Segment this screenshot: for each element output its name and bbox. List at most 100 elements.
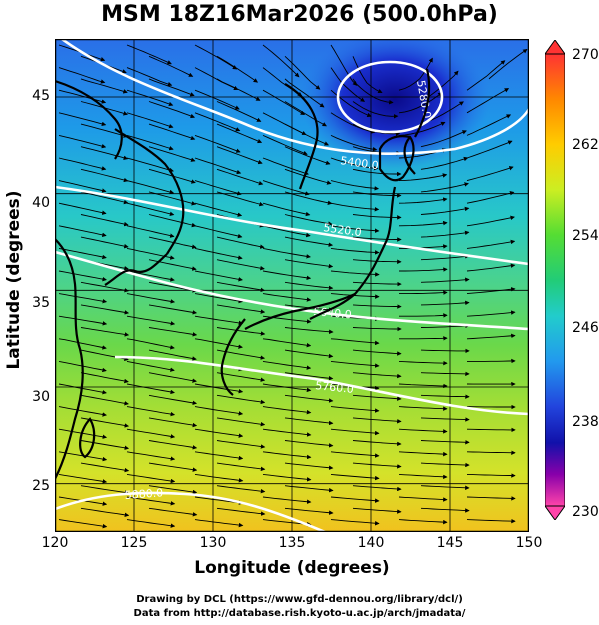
wind-arrow <box>420 462 470 468</box>
wind-arrow <box>58 134 107 149</box>
wind-arrow <box>148 55 194 77</box>
wind-arrow <box>352 462 402 469</box>
wind-arrow <box>466 263 516 272</box>
wind-arrow <box>216 191 264 207</box>
wind-arrow <box>399 313 448 318</box>
lat-lon-grid <box>55 39 529 532</box>
wind-arrow <box>420 485 470 491</box>
wind-arrow <box>262 134 308 156</box>
colorbar-tick-label: 238 <box>572 414 599 430</box>
x-tick-label: 145 <box>436 535 464 551</box>
wind-arrow <box>58 157 107 171</box>
wind-arrow <box>126 338 175 350</box>
wind-arrow <box>284 55 321 90</box>
wind-arrow <box>58 67 106 84</box>
wind-arrow <box>80 372 129 384</box>
wind-arrow <box>420 348 470 354</box>
wind-arrow <box>58 519 108 529</box>
wind-arrow <box>330 157 379 171</box>
contour-5880 <box>55 491 326 532</box>
wind-arrow <box>330 225 380 233</box>
wind-arrow <box>420 440 470 445</box>
wind-arrow <box>216 372 266 382</box>
wind-arrow <box>148 372 197 383</box>
wind-arrow <box>330 180 380 191</box>
wind-arrow <box>466 166 514 182</box>
wind-arrow <box>194 44 238 70</box>
colorbar-top-arrow <box>544 39 566 55</box>
wind-arrow <box>352 214 402 220</box>
wind-arrow <box>148 123 196 141</box>
wind-arrow <box>420 182 469 193</box>
y-tick-label: 30 <box>32 389 50 405</box>
wind-arrow <box>148 191 197 206</box>
wind-arrow <box>398 220 448 227</box>
wind-arrow <box>262 202 311 217</box>
wind-arrow <box>284 507 334 515</box>
wind-arrow <box>80 394 129 406</box>
wind-arrow <box>126 293 176 304</box>
x-tick-label: 120 <box>41 535 69 551</box>
wind-arrow <box>80 304 130 315</box>
wind-arrow <box>58 270 107 282</box>
wind-arrow <box>262 338 312 348</box>
wind-arrow <box>148 507 198 517</box>
wind-arrow <box>194 383 244 394</box>
wind-arrow <box>467 358 516 364</box>
wind-arrow <box>216 236 265 249</box>
wind-arrow <box>398 57 433 91</box>
y-tick-label: 40 <box>32 195 50 211</box>
wind-arrow <box>284 123 329 146</box>
wind-arrow <box>194 315 244 326</box>
wind-arrow <box>216 485 266 494</box>
wind-arrow <box>420 371 470 377</box>
wind-arrow <box>284 236 334 247</box>
warm-region <box>115 454 529 532</box>
wind-arrow <box>420 254 470 261</box>
wind-arrow <box>126 225 175 238</box>
wind-arrow <box>466 450 516 455</box>
wind-arrow <box>80 327 130 337</box>
wind-arrow <box>58 406 107 417</box>
wind-arrow <box>126 89 174 107</box>
wind-arrow <box>352 440 402 447</box>
wind-arrow <box>216 440 266 449</box>
wind-arrow <box>126 180 175 195</box>
wind-arrow <box>148 236 197 249</box>
map-frame <box>55 39 529 532</box>
wind-arrow <box>58 315 108 326</box>
wind-arrow <box>80 281 129 293</box>
wind-arrow <box>126 247 175 260</box>
wind-arrow <box>80 440 130 450</box>
colorbar <box>544 39 566 521</box>
wind-arrow <box>466 88 510 114</box>
wind-arrow <box>216 281 266 293</box>
wind-arrow <box>126 496 176 506</box>
wind-arrow <box>398 121 446 136</box>
wind-arrow <box>194 293 244 304</box>
wind-arrow <box>352 507 402 514</box>
contour-labels: 5280.0 5400.0 5520.0 5640.0 5760.0 5880.… <box>124 79 433 502</box>
wind-arrow <box>352 394 402 401</box>
wind-arrow <box>399 244 448 249</box>
wind-arrow <box>352 101 399 119</box>
wind-arrow <box>352 349 402 356</box>
wind-arrow <box>466 60 506 91</box>
wind-arrow <box>420 417 470 422</box>
x-tick-label: 130 <box>199 535 227 551</box>
x-tick-label: 150 <box>515 535 543 551</box>
korea-coast <box>114 128 185 255</box>
wind-arrow <box>398 383 448 389</box>
wind-arrow <box>262 44 300 78</box>
wind-arrow <box>126 112 174 129</box>
wind-arrow <box>216 462 266 472</box>
map-panel: 5280.0 5400.0 5520.0 5640.0 5760.0 5880.… <box>55 39 529 532</box>
wind-arrow <box>262 293 312 302</box>
wind-arrow <box>398 197 448 204</box>
wind-arrow <box>284 349 334 359</box>
wind-arrow <box>284 327 334 334</box>
wind-arrow <box>284 146 331 165</box>
wind-arrow <box>194 247 243 260</box>
wind-arrow <box>126 473 176 484</box>
wind-arrow <box>80 507 130 518</box>
